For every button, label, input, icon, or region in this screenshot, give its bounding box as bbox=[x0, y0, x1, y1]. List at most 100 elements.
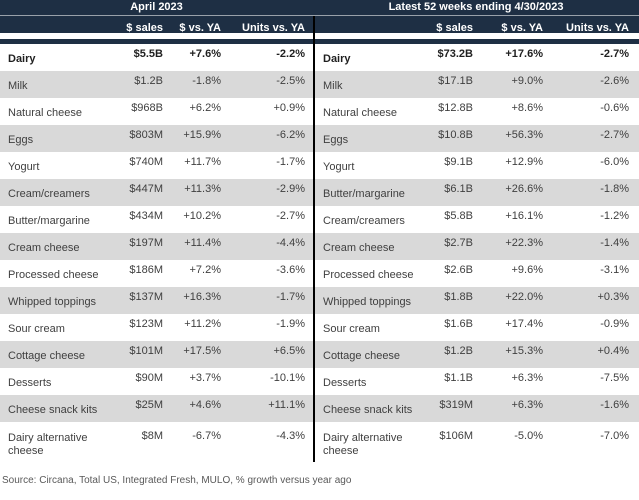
row-label: Cheese snack kits bbox=[8, 404, 98, 416]
row-value: $123M bbox=[129, 318, 163, 330]
row-value: $17.1B bbox=[438, 75, 473, 87]
table-row: Cream cheese $197M +11.4% -4.4% Cream cheese… bbox=[0, 233, 639, 260]
right-column-headers: $ sales $ vs. YA Units vs. YA bbox=[313, 16, 639, 34]
left-row-cells: Milk $1.2B -1.8% -2.5% bbox=[0, 71, 313, 98]
table-titles-row: April 2023 Latest 52 weeks ending 4/30/2… bbox=[0, 0, 639, 16]
row-label: Cottage cheese bbox=[323, 350, 401, 362]
row-label: Natural cheese bbox=[323, 107, 397, 119]
table-row: Cream/creamers $447M +11.3% -2.9% Butter/mar… bbox=[0, 179, 639, 206]
row-value: -1.6% bbox=[600, 399, 629, 411]
row-label: Desserts bbox=[8, 377, 52, 389]
row-value: +6.5% bbox=[273, 345, 306, 357]
row-value: -2.7% bbox=[600, 129, 629, 141]
row-label: Cream cheese bbox=[8, 242, 80, 254]
row-value: +6.3% bbox=[511, 399, 544, 411]
row-value: -2.6% bbox=[600, 75, 629, 87]
row-value: -7.0% bbox=[600, 430, 629, 442]
row-value: +7.6% bbox=[189, 48, 222, 60]
row-value: +16.3% bbox=[183, 291, 221, 303]
left-row-cells: Natural cheese $968B +6.2% +0.9% bbox=[0, 98, 313, 125]
row-value: $2.7B bbox=[444, 237, 473, 249]
right-row-cells: Milk $17.1B +9.0% -2.6% bbox=[313, 71, 639, 98]
row-value: $25M bbox=[135, 399, 163, 411]
row-value: -1.4% bbox=[600, 237, 629, 249]
table-row: Cheese snack kits $25M +4.6% +11.1% Cheese s… bbox=[0, 395, 639, 422]
row-value: $106M bbox=[439, 430, 473, 442]
row-value: -3.1% bbox=[600, 264, 629, 276]
row-value: +9.6% bbox=[511, 264, 544, 276]
row-value: +11.2% bbox=[184, 318, 221, 330]
row-label: Eggs bbox=[323, 134, 349, 146]
row-value: -0.6% bbox=[600, 102, 629, 114]
row-label: Cream/creamers bbox=[8, 188, 90, 200]
row-value: +6.3% bbox=[511, 372, 544, 384]
row-value: +26.6% bbox=[505, 183, 543, 195]
row-value: $447M bbox=[129, 183, 163, 195]
row-value: -5.0% bbox=[514, 430, 543, 442]
row-value: +3.7% bbox=[189, 372, 222, 384]
left-row-cells: Eggs $803M +15.9% -6.2% bbox=[0, 125, 313, 152]
row-value: +11.1% bbox=[268, 399, 305, 411]
row-value: +17.4% bbox=[505, 318, 543, 330]
row-value: $1.8B bbox=[444, 291, 473, 303]
table-row: Whipped toppings $137M +16.3% -1.7% Whipped … bbox=[0, 287, 639, 314]
right-row-cells: Cream/creamers $5.8B +16.1% -1.2% bbox=[313, 206, 639, 233]
row-value: -4.4% bbox=[276, 237, 305, 249]
right-row-cells: Desserts $1.1B +6.3% -7.5% bbox=[313, 368, 639, 395]
right-row-cells: Cheese snack kits $319M +6.3% -1.6% bbox=[313, 395, 639, 422]
row-value: $90M bbox=[135, 372, 163, 384]
col-header-units-vs-ya: Units vs. YA bbox=[566, 22, 629, 34]
left-table-title: April 2023 bbox=[130, 1, 183, 13]
row-value: +56.3% bbox=[505, 129, 543, 141]
row-value: +12.9% bbox=[505, 156, 543, 168]
row-value: +17.5% bbox=[183, 345, 221, 357]
header-body-gap bbox=[0, 33, 639, 39]
col-header-dollar-vs-ya: $ vs. YA bbox=[179, 22, 221, 34]
row-value: -4.3% bbox=[276, 430, 305, 442]
row-value: $1.1B bbox=[444, 372, 473, 384]
table-row: Cottage cheese $101M +17.5% +6.5% Cottage ch… bbox=[0, 341, 639, 368]
right-row-cells: Cream cheese $2.7B +22.3% -1.4% bbox=[313, 233, 639, 260]
row-value: $319M bbox=[439, 399, 473, 411]
row-value: $1.2B bbox=[134, 75, 163, 87]
row-value: +16.1% bbox=[505, 210, 543, 222]
right-row-cells: Dairy alternative cheese $106M -5.0% -7.0% bbox=[313, 422, 639, 462]
left-row-cells: Dairy $5.5B +7.6% -2.2% bbox=[0, 44, 313, 71]
row-value: $2.6B bbox=[444, 264, 473, 276]
row-label: Yogurt bbox=[323, 161, 355, 173]
right-row-cells: Processed cheese $2.6B +9.6% -3.1% bbox=[313, 260, 639, 287]
row-value: +15.9% bbox=[183, 129, 221, 141]
table-divider-line bbox=[313, 16, 315, 462]
row-value: +11.7% bbox=[184, 156, 221, 168]
row-value: -6.7% bbox=[192, 430, 221, 442]
row-value: -1.8% bbox=[600, 183, 629, 195]
row-label: Processed cheese bbox=[8, 269, 99, 281]
row-value: +11.3% bbox=[184, 183, 221, 195]
row-value: $101M bbox=[129, 345, 163, 357]
row-value: +8.6% bbox=[511, 102, 544, 114]
row-value: $9.1B bbox=[444, 156, 473, 168]
row-label: Dairy bbox=[323, 53, 351, 65]
row-value: $1.2B bbox=[444, 345, 473, 357]
row-value: -0.9% bbox=[600, 318, 629, 330]
left-row-cells: Cheese snack kits $25M +4.6% +11.1% bbox=[0, 395, 313, 422]
table-row: Yogurt $740M +11.7% -1.7% Yogurt $9.1B +12.9% -… bbox=[0, 152, 639, 179]
row-value: -1.9% bbox=[276, 318, 305, 330]
row-value: -1.8% bbox=[192, 75, 221, 87]
left-row-cells: Dairy alternative cheese $8M -6.7% -4.3% bbox=[0, 422, 313, 462]
row-label: Natural cheese bbox=[8, 107, 82, 119]
right-row-cells: Whipped toppings $1.8B +22.0% +0.3% bbox=[313, 287, 639, 314]
row-value: $137M bbox=[129, 291, 163, 303]
table-row: Butter/margarine $434M +10.2% -2.7% Cream/cr… bbox=[0, 206, 639, 233]
left-row-cells: Cream cheese $197M +11.4% -4.4% bbox=[0, 233, 313, 260]
row-value: -2.7% bbox=[276, 210, 305, 222]
row-label: Eggs bbox=[8, 134, 34, 146]
row-label: Yogurt bbox=[8, 161, 40, 173]
row-value: +4.6% bbox=[189, 399, 222, 411]
row-label: Processed cheese bbox=[323, 269, 414, 281]
col-header-units-vs-ya: Units vs. YA bbox=[242, 22, 305, 34]
row-value: +22.3% bbox=[505, 237, 543, 249]
right-row-cells: Dairy $73.2B +17.6% -2.7% bbox=[313, 44, 639, 71]
row-value: -2.9% bbox=[276, 183, 305, 195]
